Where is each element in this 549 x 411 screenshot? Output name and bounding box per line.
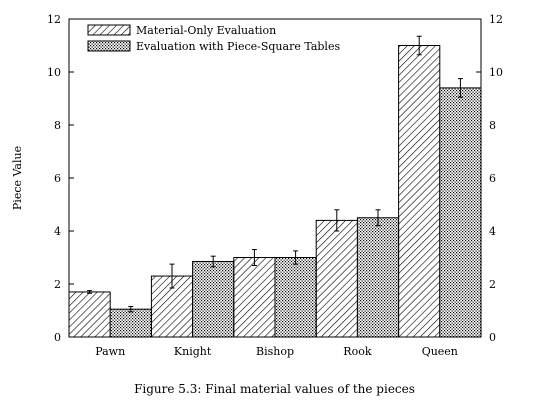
y-tick-label-left: 6 (54, 172, 61, 185)
y-tick-label-left: 8 (54, 119, 61, 132)
y-tick-label-left: 0 (54, 331, 61, 344)
y-tick-label-left: 4 (54, 225, 61, 238)
legend-swatch-piece-square (87, 40, 131, 52)
y-tick-label-right: 12 (489, 13, 503, 26)
error-bar-pawn-series-0 (87, 290, 93, 294)
error-bar-rook-series-1 (375, 209, 381, 227)
y-axis-left: 0 2 4 6 8 10 12 (47, 13, 74, 344)
y-tick-label-right: 8 (489, 119, 496, 132)
error-bar-queen-series-0 (416, 35, 422, 56)
category-label-pawn: Pawn (95, 345, 125, 358)
category-label-bishop: Bishop (256, 345, 294, 358)
bar-queen-series-1 (439, 87, 482, 338)
y-tick-label-right: 4 (489, 225, 496, 238)
bars (68, 45, 482, 338)
error-bar-knight-series-0 (169, 263, 175, 289)
y-tick-label-right: 2 (489, 278, 496, 291)
error-bar-bishop-series-1 (293, 250, 299, 265)
bar-pawn-series-0 (68, 291, 111, 338)
legend-label-piece-square: Evaluation with Piece-Square Tables (136, 40, 340, 53)
y-tick-label-left: 10 (47, 66, 61, 79)
bar-bishop-series-1 (274, 257, 317, 338)
bar-bishop-series-0 (233, 257, 276, 338)
category-label-rook: Rook (343, 345, 372, 358)
error-bar-knight-series-1 (210, 255, 216, 268)
y-axis-label: Piece Value (11, 146, 24, 210)
y-tick-label-left: 2 (54, 278, 61, 291)
bar-rook-series-0 (315, 219, 358, 338)
y-tick-label-right: 0 (489, 331, 496, 344)
bar-queen-series-0 (398, 45, 441, 338)
error-bars (87, 35, 463, 313)
legend: Material-Only Evaluation Evaluation with… (87, 24, 340, 53)
bar-chart: 0 2 4 6 8 10 12 0 2 4 6 8 10 12 Pawn Knight Bishop Rook… (11, 13, 503, 358)
error-bar-pawn-series-1 (128, 306, 134, 313)
category-label-knight: Knight (174, 345, 212, 358)
y-tick-label-right: 10 (489, 66, 503, 79)
category-labels: Pawn Knight Bishop Rook Queen (95, 345, 458, 358)
error-bar-bishop-series-0 (251, 249, 257, 266)
y-tick-label-left: 12 (47, 13, 61, 26)
figure-caption: Figure 5.3: Final material values of the… (134, 382, 415, 396)
bar-pawn-series-1 (109, 308, 152, 338)
category-label-queen: Queen (422, 345, 458, 358)
y-tick-label-right: 6 (489, 172, 496, 185)
error-bar-rook-series-0 (334, 209, 340, 232)
legend-swatch-material-only (87, 24, 131, 36)
error-bar-queen-series-1 (457, 78, 463, 98)
legend-label-material-only: Material-Only Evaluation (136, 24, 276, 37)
bar-knight-series-1 (192, 260, 235, 338)
bar-rook-series-1 (356, 217, 400, 338)
